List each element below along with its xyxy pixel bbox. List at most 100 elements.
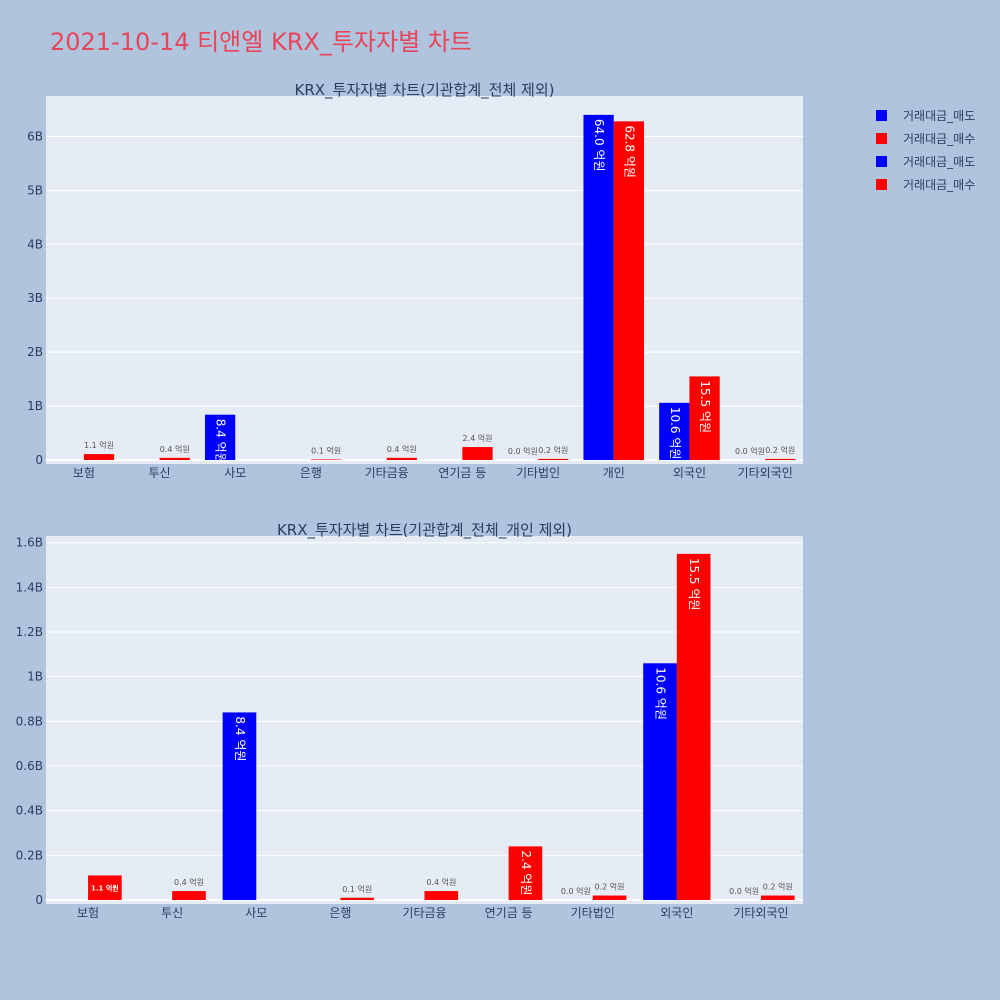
x-tick-label: 보험 (73, 466, 95, 480)
x-tick-label: 외국인 (673, 466, 706, 480)
legend-swatch (876, 179, 887, 190)
y-tick-label: 3B (27, 291, 43, 305)
bar-data-label: 10.6 억원 (654, 667, 668, 720)
x-tick-label: 은행 (300, 465, 322, 480)
plot-area (46, 96, 803, 464)
bar-data-label: 15.5 억원 (698, 380, 712, 433)
bar-data-label: 15.5 억원 (687, 558, 701, 611)
bar-data-label: 2.4 억원 (519, 850, 533, 895)
bar-data-label: 0.2 억원 (765, 445, 795, 455)
legend-label: 거래대금_매도 (903, 155, 976, 169)
y-tick-label: 0.2B (16, 848, 43, 862)
x-tick-label: 기타법인 (516, 466, 560, 480)
x-tick-label: 연기금 등 (438, 466, 486, 480)
bar (310, 459, 342, 460)
y-tick-label: 0.6B (16, 759, 43, 773)
bar (689, 376, 720, 460)
bar-data-label: 8.4 억원 (233, 716, 247, 761)
bar (340, 897, 375, 900)
y-tick-label: 1.2B (16, 625, 43, 639)
bar (462, 447, 493, 460)
bar-data-label: 0.1 억원 (311, 445, 341, 455)
bar (613, 121, 645, 460)
bar-data-label: 1.1 억원 (84, 440, 114, 450)
bar-data-label: 0.1 억원 (342, 884, 372, 894)
chart-title: KRX_투자자별 차트(기관합계_전체 제외) (295, 81, 555, 100)
page-title: 2021-10-14 티앤엘 KRX_투자자별 차트 (50, 28, 472, 56)
bar (386, 457, 417, 460)
legend-label: 거래대금_매수 (903, 132, 976, 146)
x-tick-label: 사모 (245, 906, 267, 920)
bar (172, 891, 206, 900)
legend-swatch (876, 110, 887, 121)
x-tick-label: 연기금 등 (485, 906, 533, 920)
bar (765, 458, 796, 460)
y-tick-label: 1.6B (16, 536, 43, 550)
bar-data-label: 62.8 억원 (622, 125, 636, 178)
y-tick-label: 0.8B (16, 714, 43, 728)
legend-item-sell-1[interactable]: 거래대금_매도 (876, 104, 975, 127)
bar-data-label: 0.0 억원 (729, 886, 759, 896)
x-tick-label: 기타외국인 (733, 906, 788, 920)
x-tick-label: 기타외국인 (738, 466, 793, 480)
bar (424, 891, 459, 900)
chart-title: KRX_투자자별 차트(기관합계_전체_개인 제외) (277, 521, 572, 540)
bar (676, 553, 711, 900)
bar (83, 454, 115, 460)
bar (88, 875, 122, 900)
x-tick-label: 개인 (603, 466, 625, 480)
x-tick-label: 기타금융 (365, 466, 409, 480)
bar-data-label: 64.0 억원 (592, 119, 606, 172)
bar-data-label: 0.0 억원 (735, 446, 765, 456)
bar (204, 414, 236, 460)
bar-data-label: 0.4 억원 (174, 877, 204, 887)
x-tick-label: 투신 (149, 466, 171, 480)
x-tick-label: 외국인 (660, 906, 693, 920)
x-tick-label: 은행 (329, 905, 351, 920)
bar-data-label: 0.4 억원 (387, 444, 417, 454)
x-tick-label: 사모 (224, 466, 246, 480)
bar-data-label: 2.4 억원 (462, 433, 492, 443)
y-tick-label: 6B (27, 129, 43, 143)
legend-item-sell-2[interactable]: 거래대금_매도 (876, 150, 975, 173)
legend: 거래대금_매도 거래대금_매수 거래대금_매도 거래대금_매수 (876, 104, 975, 196)
bar (583, 114, 614, 460)
y-tick-label: 4B (27, 237, 43, 251)
legend-item-buy-1[interactable]: 거래대금_매수 (876, 127, 975, 150)
bar-data-label: 0.0 억원 (508, 446, 538, 456)
bar (222, 712, 257, 900)
bar (659, 402, 690, 460)
bar (760, 895, 795, 900)
y-tick-label: 5B (27, 183, 43, 197)
bar (159, 457, 190, 460)
bar-data-label: 8.4 억원 (214, 419, 228, 464)
legend-swatch (876, 156, 887, 167)
y-tick-label: 0 (35, 453, 43, 467)
bar (508, 846, 543, 900)
bar-data-label: 0.4 억원 (426, 877, 456, 887)
bar-data-label: 10.6 억원 (668, 407, 682, 460)
bar-data-label: 0.2 억원 (595, 882, 625, 892)
y-tick-label: 1B (27, 670, 43, 684)
bar (538, 458, 569, 460)
bar (592, 895, 627, 900)
y-tick-label: 0 (35, 893, 43, 907)
bar-data-label: 0.2 억원 (538, 445, 568, 455)
x-tick-label: 투신 (161, 906, 183, 920)
legend-swatch (876, 133, 887, 144)
legend-label: 거래대금_매수 (903, 178, 976, 192)
x-tick-label: 보험 (77, 906, 99, 920)
legend-item-buy-2[interactable]: 거래대금_매수 (876, 173, 975, 196)
bar-data-label: 0.0 억원 (561, 886, 591, 896)
y-tick-label: 1B (27, 399, 43, 413)
bar-data-label: 0.4 억원 (160, 444, 190, 454)
legend-label: 거래대금_매도 (903, 109, 976, 123)
x-tick-label: 기타법인 (571, 906, 615, 920)
y-tick-label: 0.4B (16, 804, 43, 818)
bar (643, 663, 677, 900)
bar-data-label: 1.1 억원 (91, 884, 119, 893)
x-tick-label: 기타금융 (402, 906, 446, 920)
y-tick-label: 1.4B (16, 580, 43, 594)
